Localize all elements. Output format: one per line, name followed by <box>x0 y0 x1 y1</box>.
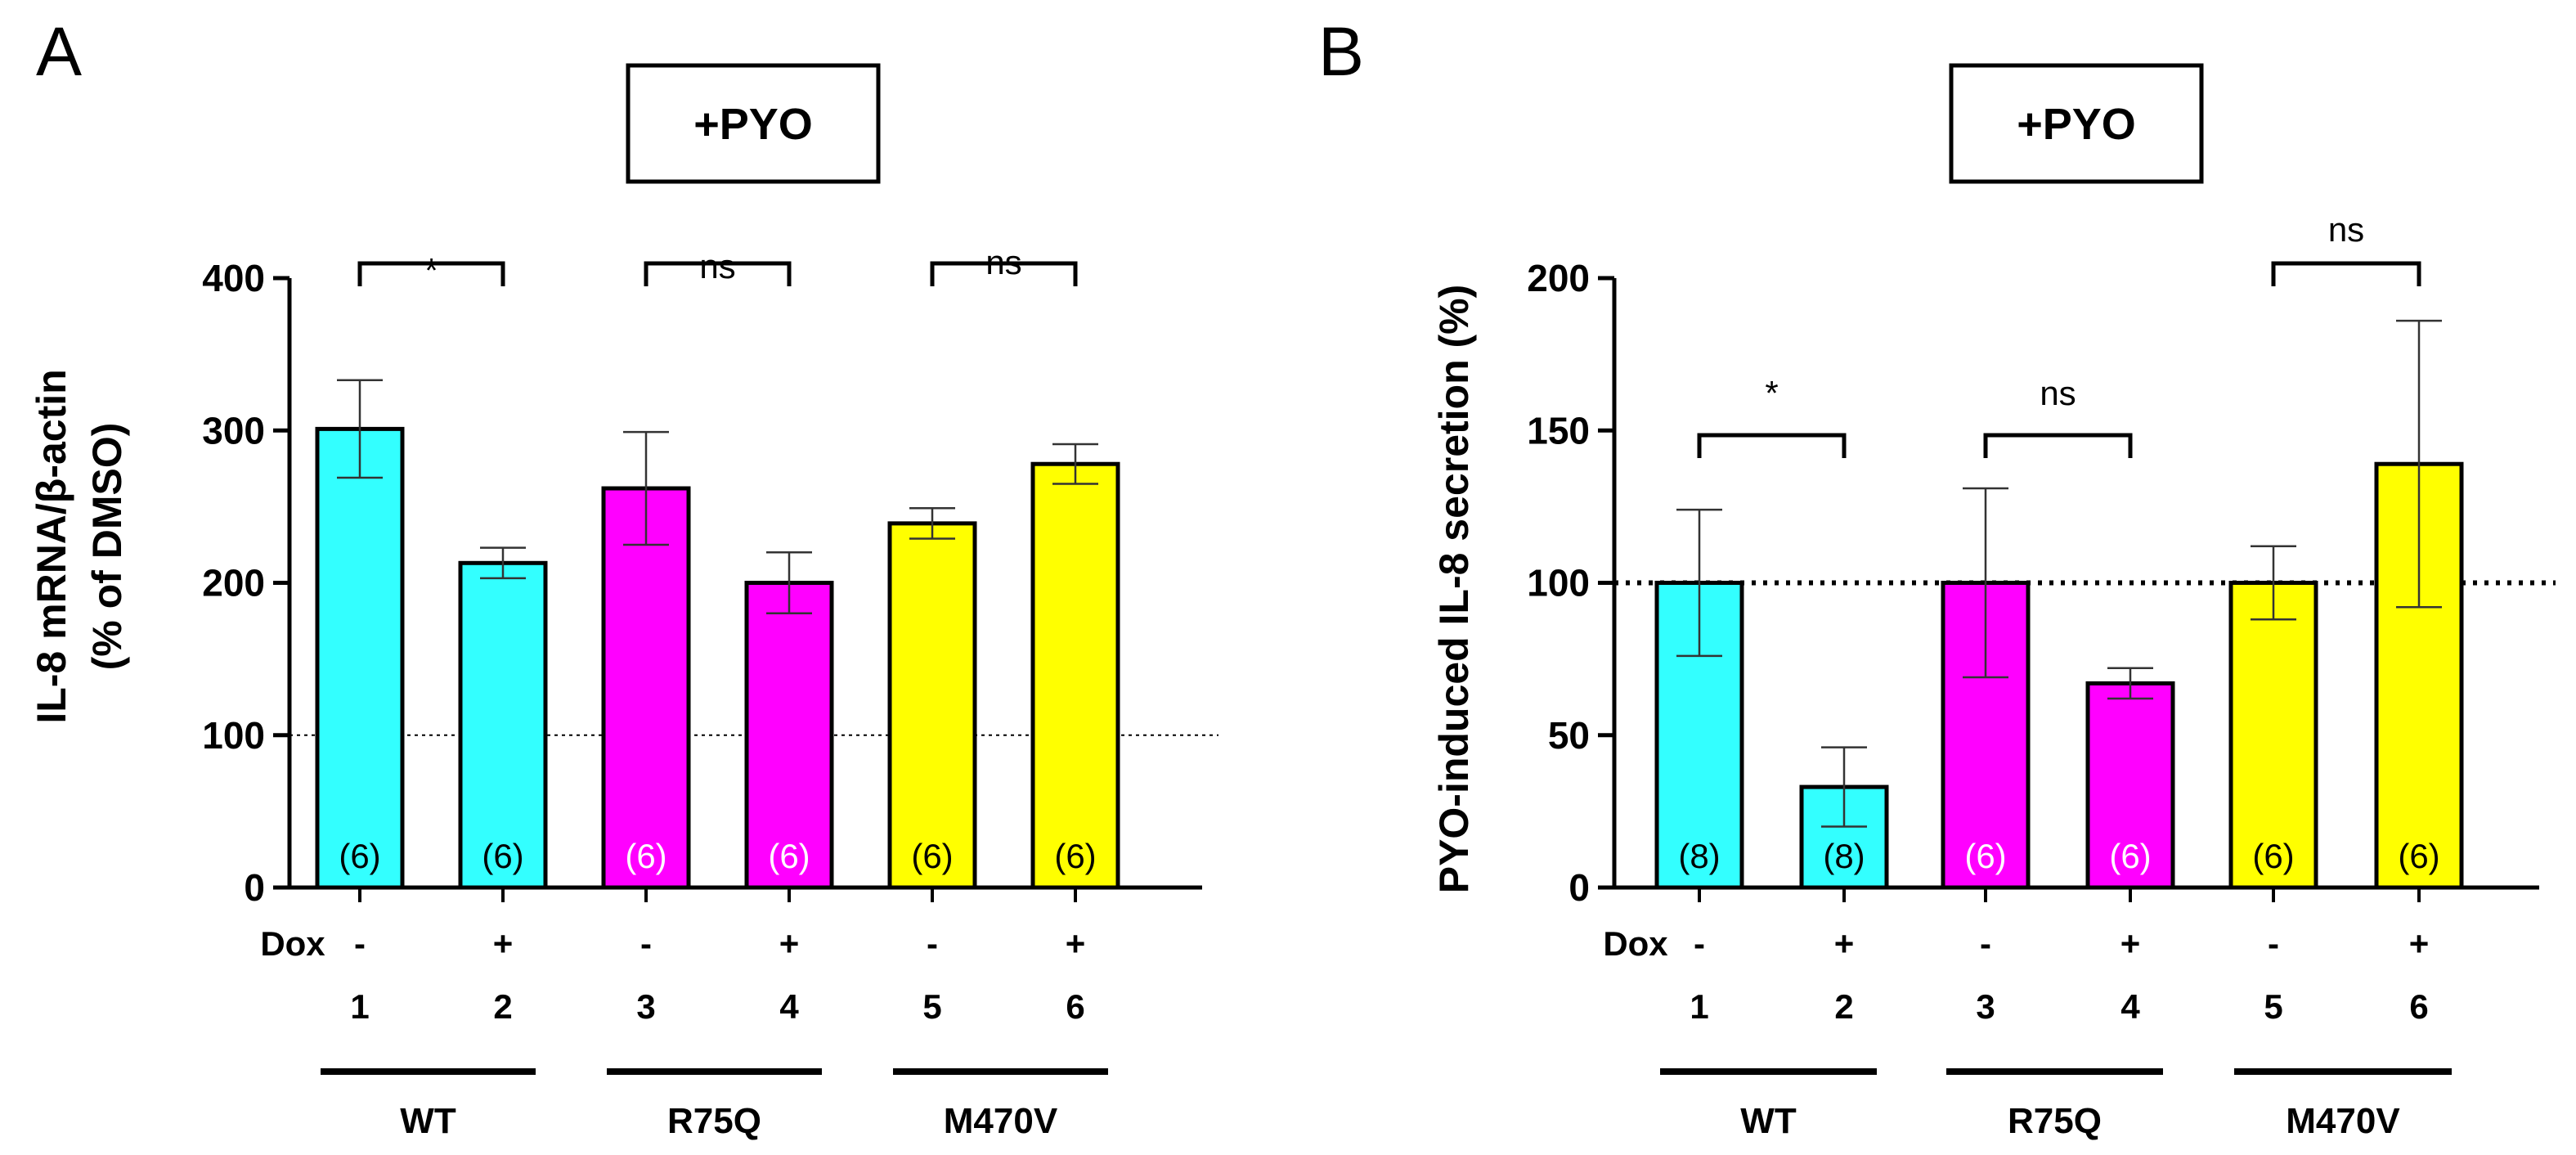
title-box <box>1949 63 2204 184</box>
significance-bracket <box>930 261 1078 286</box>
significance-label: ns <box>985 243 1021 281</box>
panel-a: A +PYO IL-8 mRNA/β-actin (% of DMSO) Dox… <box>29 13 1218 1141</box>
dox-value: + <box>779 924 800 963</box>
n-label: (6) <box>339 837 380 875</box>
y-axis-label-line2: (% of DMSO) <box>84 423 130 671</box>
dox-value: - <box>1980 924 1991 963</box>
significance-label: * <box>424 251 438 290</box>
x-tick-label: 2 <box>1834 987 1853 1026</box>
significance-bracket <box>2271 261 2421 286</box>
y-tick-label: 150 <box>1527 409 1590 452</box>
dox-value: + <box>2409 924 2430 963</box>
bar <box>1030 461 1120 890</box>
significance-bracket <box>644 261 792 286</box>
bar <box>315 426 405 890</box>
x-tick-label: 6 <box>2409 987 2428 1026</box>
dox-value: - <box>1694 924 1705 963</box>
x-tick-label: 1 <box>350 987 369 1026</box>
y-tick-label: 100 <box>202 714 265 757</box>
significance-label: ns <box>2328 210 2364 249</box>
bar <box>2228 581 2318 890</box>
x-tick-label: 4 <box>779 987 799 1026</box>
group-label: WT <box>1740 1101 1797 1141</box>
dox-value: - <box>2268 924 2279 963</box>
dox-value: + <box>2120 924 2141 963</box>
y-tick-label: 100 <box>1527 562 1590 604</box>
dox-row-label: Dox <box>1603 924 1668 963</box>
significance-label: ns <box>2040 374 2076 412</box>
panel-b: B +PYO PYO-induced IL-8 secretion (%) Do… <box>1318 13 2556 1141</box>
plot-area: (8) - 1 (8) +2 (6) - 3 (6) +4 (6) - 5 (6) +6 0 50 100 150 2… <box>1527 210 2556 1141</box>
bar <box>2085 681 2175 890</box>
group-label: M470V <box>944 1101 1058 1141</box>
panel-letter: A <box>36 13 82 90</box>
significance-label: * <box>1765 374 1778 412</box>
n-label: (6) <box>911 837 953 875</box>
title-box <box>626 63 881 184</box>
x-tick-label: 3 <box>636 987 655 1026</box>
x-tick-label: 1 <box>1690 987 1708 1026</box>
n-label: (6) <box>2109 837 2151 875</box>
y-tick-label: 200 <box>1527 257 1590 299</box>
n-label: (6) <box>768 837 810 875</box>
group-label: R75Q <box>667 1101 761 1141</box>
y-tick-label: 200 <box>202 562 265 604</box>
significance-label: ns <box>699 247 735 285</box>
x-tick-label: 5 <box>2264 987 2282 1026</box>
group-label: R75Q <box>2008 1101 2102 1141</box>
dox-value: - <box>640 924 652 963</box>
n-label: (8) <box>1678 837 1720 875</box>
y-tick-label: 400 <box>202 257 265 299</box>
n-label: (6) <box>2252 837 2294 875</box>
significance-bracket <box>1983 433 2133 458</box>
dox-value: + <box>1834 924 1855 963</box>
group-label: WT <box>400 1101 456 1141</box>
x-tick-label: 2 <box>493 987 512 1026</box>
chart-title: +PYO <box>2017 100 2136 149</box>
x-tick-label: 5 <box>922 987 941 1026</box>
y-tick-label: 0 <box>244 866 265 909</box>
n-label: (6) <box>1054 837 1096 875</box>
dox-value: - <box>927 924 938 963</box>
x-tick-label: 4 <box>2120 987 2140 1026</box>
group-label: M470V <box>2286 1101 2400 1141</box>
dox-value: + <box>493 924 514 963</box>
y-tick-label: 50 <box>1548 714 1590 757</box>
dox-row-label: Dox <box>260 924 325 963</box>
n-label: (6) <box>1964 837 2006 875</box>
dox-value: + <box>1066 924 1086 963</box>
dox-value: - <box>354 924 366 963</box>
y-tick-label: 300 <box>202 409 265 452</box>
significance-bracket <box>357 261 505 286</box>
y-axis-label-line1: IL-8 mRNA/β-actin <box>29 369 74 723</box>
n-label: (6) <box>2398 837 2439 875</box>
panel-letter: B <box>1318 13 1364 90</box>
x-tick-label: 6 <box>1066 987 1084 1026</box>
n-label: (6) <box>625 837 666 875</box>
plot-area: (6) - 1 (6) +2 (6) - 3 (6) +4 (6) - 5 (6) +6 0 100 200 300… <box>202 243 1218 1141</box>
y-axis-label: PYO-induced IL-8 secretion (%) <box>1431 285 1477 894</box>
y-tick-label: 0 <box>1568 866 1590 909</box>
x-tick-label: 3 <box>1976 987 1995 1026</box>
chart-title: +PYO <box>693 100 813 149</box>
bar <box>601 486 691 890</box>
n-label: (8) <box>1823 837 1865 875</box>
bar <box>887 521 977 890</box>
n-label: (6) <box>482 837 523 875</box>
significance-bracket <box>1697 433 1847 458</box>
